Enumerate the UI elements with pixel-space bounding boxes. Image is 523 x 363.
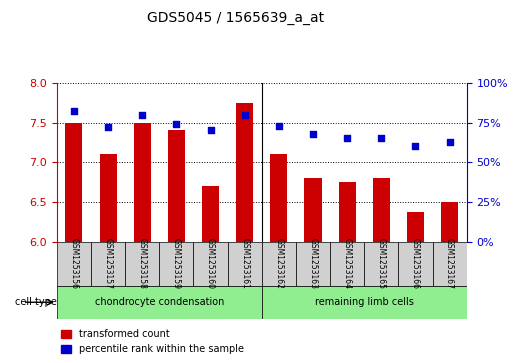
Text: chondrocyte condensation: chondrocyte condensation (95, 297, 224, 307)
Bar (168, 130, 185, 242)
FancyBboxPatch shape (433, 242, 467, 286)
Text: GSM1253167: GSM1253167 (445, 238, 454, 289)
Point (275, 123, 283, 129)
FancyBboxPatch shape (330, 242, 364, 286)
Text: GSM1253165: GSM1253165 (377, 238, 386, 289)
Legend: transformed count, percentile rank within the sample: transformed count, percentile rank withi… (57, 326, 247, 358)
FancyBboxPatch shape (296, 242, 330, 286)
FancyBboxPatch shape (364, 242, 399, 286)
Point (377, 135, 385, 141)
FancyBboxPatch shape (399, 242, 433, 286)
Bar (373, 178, 390, 242)
Point (138, 112, 146, 118)
Text: GSM1253159: GSM1253159 (172, 238, 181, 289)
Point (446, 139, 454, 144)
Point (70, 109, 78, 114)
Bar (304, 178, 322, 242)
Point (309, 131, 317, 136)
Text: GDS5045 / 1565639_a_at: GDS5045 / 1565639_a_at (147, 11, 324, 25)
Bar (65, 122, 83, 242)
FancyBboxPatch shape (262, 242, 296, 286)
FancyBboxPatch shape (125, 242, 160, 286)
Point (411, 143, 419, 149)
Text: GSM1253157: GSM1253157 (104, 238, 112, 289)
FancyBboxPatch shape (194, 242, 228, 286)
FancyBboxPatch shape (262, 286, 467, 319)
Text: GSM1253156: GSM1253156 (70, 238, 78, 289)
FancyBboxPatch shape (57, 242, 91, 286)
Text: GSM1253160: GSM1253160 (206, 238, 215, 289)
Text: cell type: cell type (15, 297, 57, 307)
Text: GSM1253162: GSM1253162 (275, 238, 283, 289)
Text: GSM1253164: GSM1253164 (343, 238, 351, 289)
Text: GSM1253158: GSM1253158 (138, 238, 147, 289)
Point (343, 135, 351, 141)
FancyBboxPatch shape (91, 242, 125, 286)
Text: GSM1253166: GSM1253166 (411, 238, 420, 289)
Point (207, 127, 215, 133)
Text: remaining limb cells: remaining limb cells (315, 297, 414, 307)
FancyBboxPatch shape (160, 242, 194, 286)
Bar (202, 186, 219, 242)
Bar (134, 122, 151, 242)
Bar (441, 202, 458, 242)
Bar (338, 182, 356, 242)
FancyBboxPatch shape (57, 286, 262, 319)
Bar (236, 103, 253, 242)
Point (241, 112, 249, 118)
Bar (270, 154, 287, 242)
Point (172, 121, 180, 127)
Point (104, 125, 112, 130)
Text: GSM1253161: GSM1253161 (240, 238, 249, 289)
Bar (407, 212, 424, 242)
Text: GSM1253163: GSM1253163 (309, 238, 317, 289)
Bar (99, 154, 117, 242)
FancyBboxPatch shape (228, 242, 262, 286)
